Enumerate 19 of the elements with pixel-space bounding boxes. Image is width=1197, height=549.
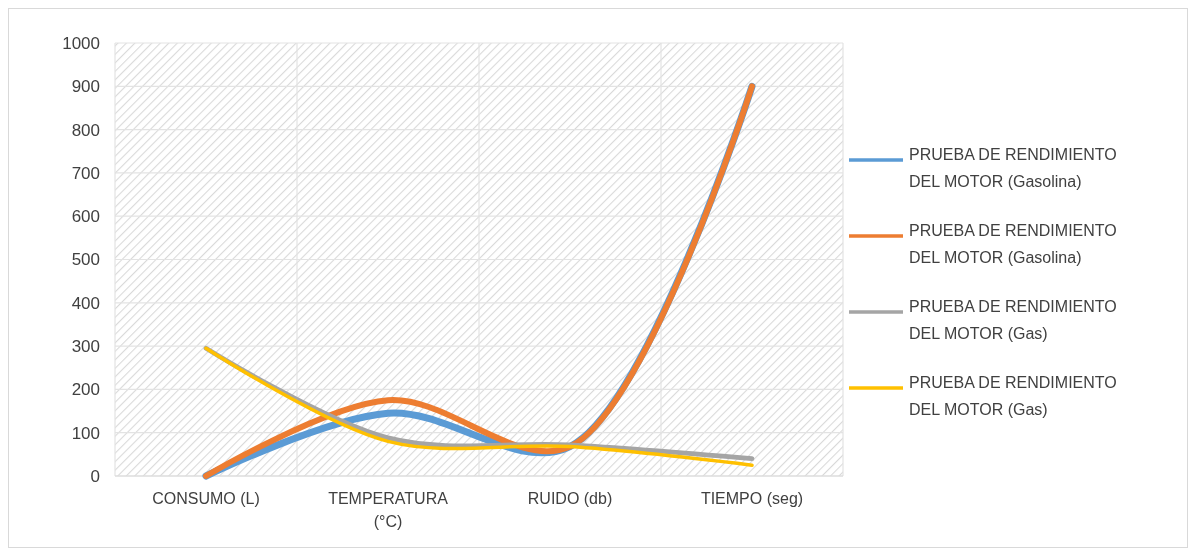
y-tick-label: 300 xyxy=(71,337,100,357)
x-tick-label: CONSUMO (L) xyxy=(152,490,260,507)
y-tick-label: 400 xyxy=(71,293,100,313)
y-tick-label: 700 xyxy=(71,163,100,183)
x-tick-label: RUIDO (db) xyxy=(527,490,613,507)
x-tick-label: TEMPERATURA (°C) xyxy=(328,490,449,530)
y-tick-label: 900 xyxy=(71,77,100,97)
y-tick-label: 800 xyxy=(71,120,100,140)
y-tick-label: 500 xyxy=(71,250,100,270)
legend-label: PRUEBA DE RENDIMIENTO DEL MOTOR (Gas) xyxy=(909,298,1117,342)
y-tick-label: 600 xyxy=(71,207,100,227)
x-tick-label: TIEMPO (seg) xyxy=(700,490,804,507)
legend-label: PRUEBA DE RENDIMIENTO DEL MOTOR (Gas) xyxy=(909,374,1117,418)
y-tick-label: 1000 xyxy=(62,33,100,53)
legend-label: PRUEBA DE RENDIMIENTO DEL MOTOR (Gasolina) xyxy=(909,146,1117,190)
legend-label: PRUEBA DE RENDIMIENTO DEL MOTOR (Gasolina) xyxy=(909,222,1117,266)
y-tick-label: 100 xyxy=(71,423,100,443)
y-tick-label: 200 xyxy=(71,380,100,400)
y-tick-label: 0 xyxy=(90,466,100,486)
